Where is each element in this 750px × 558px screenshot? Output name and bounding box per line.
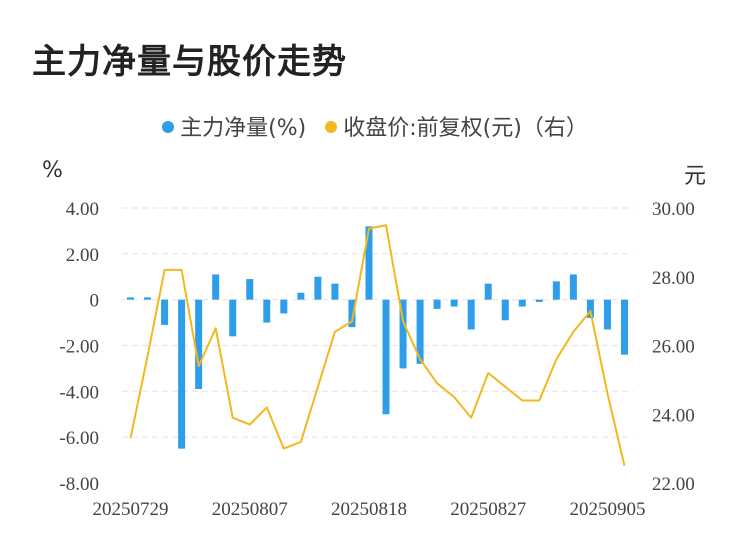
left-axis-tick-label: -8.00 — [59, 474, 99, 495]
net-bar[interactable] — [297, 292, 305, 300]
legend: 主力净量(%) 收盘价:前复权(元)（右） — [0, 110, 750, 142]
x-axis-tick-label: 20250818 — [331, 499, 407, 520]
left-axis-tick-label: -6.00 — [59, 428, 99, 449]
net-bar[interactable] — [382, 299, 390, 415]
right-axis-tick-label: 24.00 — [652, 405, 695, 426]
net-bar[interactable] — [535, 299, 543, 302]
left-axis-tick-label: -2.00 — [59, 337, 99, 358]
right-axis-unit: 元 — [684, 164, 707, 189]
left-axis-ticks: 4.00 2.00 0 -2.00 -4.00 -6.00 -8.00 — [59, 199, 99, 495]
net-bar[interactable] — [229, 299, 237, 337]
net-bar[interactable] — [365, 226, 373, 300]
net-bar[interactable] — [603, 299, 611, 330]
net-bar[interactable] — [144, 297, 152, 300]
net-bar[interactable] — [127, 297, 135, 300]
net-bar[interactable] — [399, 299, 407, 369]
price-line[interactable] — [129, 224, 626, 467]
net-bar[interactable] — [552, 281, 560, 300]
x-axis-tick-label: 20250905 — [569, 499, 645, 520]
net-bar[interactable] — [314, 276, 322, 300]
left-axis-tick-label: 2.00 — [66, 245, 99, 266]
legend-item-price[interactable]: 收盘价:前复权(元)（右） — [325, 110, 588, 142]
x-axis-ticks: 20250729 20250807 20250818 20250827 20250905 — [93, 499, 646, 520]
net-bar[interactable] — [263, 299, 271, 323]
net-bar[interactable] — [569, 274, 577, 300]
net-bar[interactable] — [501, 299, 509, 321]
line-series — [129, 224, 626, 467]
net-bar[interactable] — [450, 299, 458, 307]
x-axis-tick-label: 20250827 — [450, 499, 526, 520]
net-bar[interactable] — [280, 299, 288, 314]
x-axis-tick-label: 20250807 — [212, 499, 288, 520]
net-bar[interactable] — [620, 299, 628, 355]
net-bar[interactable] — [331, 283, 339, 300]
right-axis-tick-label: 22.00 — [652, 474, 695, 495]
right-axis-tick-label: 30.00 — [652, 199, 695, 220]
net-bar[interactable] — [467, 299, 475, 330]
left-axis-tick-label: 0 — [90, 291, 100, 312]
net-bar[interactable] — [195, 299, 203, 390]
left-axis-unit: % — [42, 158, 63, 183]
net-bar[interactable] — [348, 299, 356, 328]
legend-dot-net — [162, 121, 175, 133]
net-bar[interactable] — [161, 299, 169, 325]
net-bar[interactable] — [586, 299, 594, 318]
legend-dot-price — [325, 121, 338, 133]
net-bar[interactable] — [416, 299, 424, 364]
legend-label-net: 主力净量(%) — [180, 116, 307, 141]
left-axis-tick-label: 4.00 — [66, 199, 99, 220]
net-bar[interactable] — [178, 299, 186, 449]
net-bar[interactable] — [433, 299, 441, 309]
legend-item-net[interactable]: 主力净量(%) — [162, 110, 306, 142]
x-axis-tick-label: 20250729 — [93, 499, 169, 520]
net-bar[interactable] — [212, 274, 220, 300]
right-axis-tick-label: 28.00 — [652, 268, 695, 289]
chart-title: 主力净量与股价走势 — [32, 42, 347, 82]
net-bar[interactable] — [518, 299, 526, 307]
right-axis-tick-label: 26.00 — [652, 337, 695, 358]
net-bar[interactable] — [246, 279, 254, 300]
bar-series — [127, 226, 628, 449]
right-axis-ticks: 30.00 28.00 26.00 24.00 22.00 — [652, 199, 695, 495]
net-bar[interactable] — [484, 283, 492, 300]
left-axis-tick-label: -4.00 — [59, 382, 99, 403]
legend-label-price: 收盘价:前复权(元)（右） — [343, 116, 588, 141]
